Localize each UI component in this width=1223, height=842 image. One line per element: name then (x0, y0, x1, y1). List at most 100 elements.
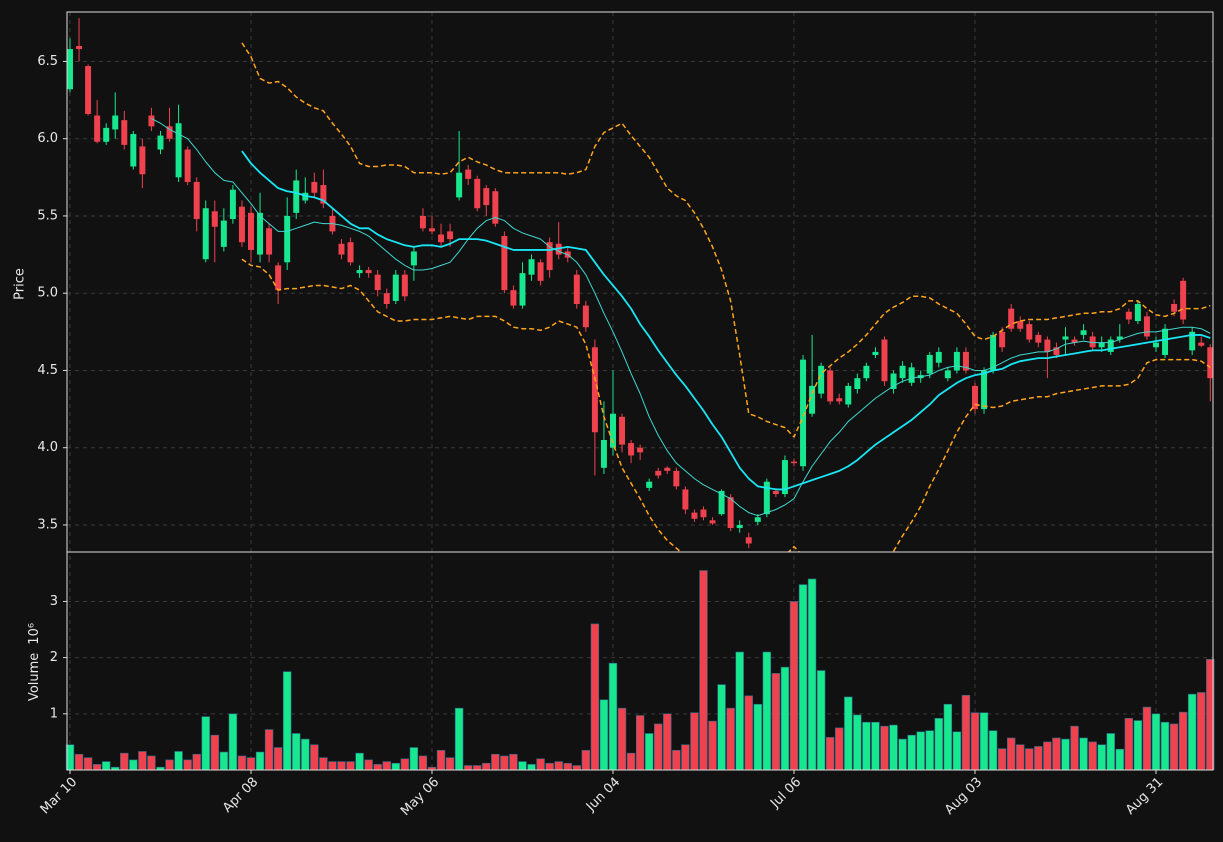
candle-body (311, 181, 318, 193)
candle-body (293, 180, 300, 213)
volume-bar (862, 721, 871, 771)
volume-bar (138, 751, 147, 771)
volume-bar (744, 695, 753, 771)
volume-bar (183, 759, 192, 771)
volume-bar (708, 720, 717, 771)
volume-bar (617, 707, 627, 771)
candle-body (428, 228, 435, 232)
volume-bar (273, 747, 283, 771)
candle-body (1162, 328, 1169, 356)
candle-body (220, 220, 227, 247)
candle-body (1171, 304, 1178, 312)
volume-bar (292, 733, 301, 771)
volume-bar (1187, 693, 1197, 771)
volume-bar (871, 721, 880, 771)
candle-body (800, 359, 807, 467)
volume-bar (373, 764, 382, 771)
candle-body (718, 490, 725, 515)
candle-body (356, 270, 363, 274)
volume-bar (934, 718, 943, 771)
candle-body (763, 481, 770, 515)
candle-body (510, 290, 517, 306)
volume-bar (943, 703, 953, 771)
y-tick-label: 4.5 (37, 363, 58, 378)
candle-body (94, 115, 101, 142)
volume-bar (572, 765, 581, 771)
candle-body (628, 443, 635, 456)
candle-body (410, 251, 417, 266)
volume-bar (844, 696, 853, 771)
volume-bar (581, 750, 591, 771)
volume-bar (83, 757, 93, 771)
candle-body (781, 460, 788, 495)
candle-body (238, 206, 245, 243)
volume-bar (400, 758, 410, 771)
volume-bar (192, 753, 201, 771)
candle-body (637, 447, 644, 453)
volume-bar (147, 755, 156, 771)
volume-bar (970, 712, 980, 771)
volume-bar (473, 765, 482, 771)
volume-bar (418, 755, 428, 771)
volume-scale: 10⁶ (27, 623, 42, 645)
volume-bar (835, 727, 844, 771)
candle-body (682, 489, 689, 510)
volume-bar (753, 703, 762, 771)
volume-bar (454, 707, 464, 771)
candle-body (157, 135, 164, 150)
candle-body (284, 215, 291, 263)
candle-body (673, 470, 680, 487)
candle-body (202, 208, 209, 260)
candle-body (736, 524, 743, 529)
volume-bar (599, 699, 609, 771)
candle-body (772, 490, 779, 495)
candle-body (1089, 336, 1096, 348)
candle-body (546, 242, 553, 271)
bollinger-lower (241, 258, 1211, 552)
candle-body (827, 370, 834, 402)
volume-bar (925, 730, 934, 771)
candle-body (492, 191, 499, 224)
candle-body (67, 49, 73, 90)
candle-body (365, 270, 372, 274)
volume-bar (382, 761, 391, 771)
candle-body (257, 212, 264, 255)
volume-bar (1061, 738, 1070, 771)
candle-body (863, 365, 870, 379)
volume-bar (1097, 744, 1106, 771)
candle-body (76, 45, 83, 50)
candle-body (474, 178, 481, 209)
volume-bar (228, 713, 238, 771)
volume-bar (961, 694, 971, 771)
volume-bar (780, 666, 790, 771)
volume-bar (364, 759, 373, 771)
candle-body (338, 243, 345, 255)
candle-body (1062, 336, 1069, 340)
candle-body (573, 274, 580, 305)
candle-body (528, 259, 535, 275)
candle-body (908, 367, 915, 383)
volume-bar (328, 761, 337, 771)
volume-bar (355, 752, 364, 771)
volume-bar (907, 734, 916, 771)
volume-bar (916, 731, 925, 771)
volume-bar (346, 761, 355, 771)
volume-bar (1088, 741, 1097, 771)
volume-bar (1133, 720, 1143, 771)
candle-body (1035, 334, 1042, 343)
candle-body (139, 146, 146, 175)
volume-bar (898, 738, 907, 771)
volume-axis-label: Volume 10⁶ (27, 623, 42, 701)
volume-bar (663, 713, 672, 771)
candle-body (1053, 347, 1060, 356)
volume-bar (762, 651, 772, 771)
candle-body (193, 181, 200, 220)
grid (67, 12, 1213, 770)
volume-bar (1197, 692, 1206, 771)
candle-body (275, 265, 282, 291)
y-tick-label: 6.0 (37, 131, 58, 146)
candle-body (1125, 311, 1132, 320)
candle-body (1107, 339, 1114, 352)
volume-bar (997, 748, 1007, 771)
